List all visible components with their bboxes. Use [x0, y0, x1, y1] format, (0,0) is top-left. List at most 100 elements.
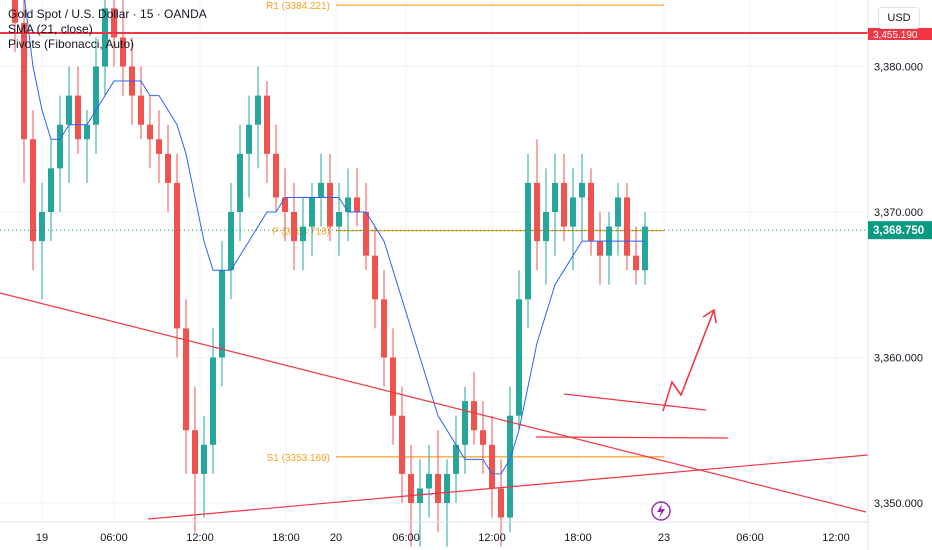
candle-body [282, 197, 288, 212]
lightning-glyph [657, 504, 665, 518]
candle-body [39, 212, 45, 242]
candle-body [255, 95, 261, 125]
candle-body [363, 212, 369, 256]
last-price-label: 3,368.750 [873, 225, 924, 237]
candle-body [543, 212, 549, 242]
candle-body [66, 95, 72, 125]
candle-body [480, 430, 486, 445]
candle-body [210, 357, 216, 445]
candle-body [408, 473, 414, 503]
candle-body [570, 197, 576, 227]
candle-body [633, 255, 639, 271]
x-tick-label: 12:00 [478, 532, 506, 544]
candle-body [327, 182, 333, 227]
candle-body [426, 473, 432, 489]
pivots-indicator-label[interactable]: Pivots (Fibonacci, Auto) [8, 37, 135, 51]
candle-body [345, 197, 351, 212]
chart-grid [0, 0, 868, 522]
candle-body [21, 22, 27, 140]
candle-body [615, 197, 621, 227]
candle-body [246, 124, 252, 154]
candle-body [300, 226, 306, 242]
candle-body [453, 444, 459, 474]
x-tick-label: 18:00 [272, 532, 300, 544]
pivot-label: S1 (3353.169) [267, 453, 330, 464]
candle-body [390, 357, 396, 416]
candle-body [93, 66, 99, 125]
candle-body [318, 182, 324, 198]
candle-body [498, 488, 504, 518]
candle-body [381, 299, 387, 358]
sma-series [0, 0, 868, 475]
candle-body [174, 182, 180, 329]
candle-body [435, 473, 441, 503]
x-tick-label: 20 [330, 532, 342, 544]
candle-body [120, 37, 126, 67]
candle-body [399, 415, 405, 474]
candle-body [291, 212, 297, 242]
x-tick-label: 18:00 [564, 532, 592, 544]
sma-line [24, 0, 645, 475]
candle-body [309, 197, 315, 227]
candle-body [273, 153, 279, 198]
chart-title[interactable]: Gold Spot / U.S. Dollar · 15 · OANDA [8, 7, 207, 21]
candle-body [183, 328, 189, 431]
candle-body [516, 299, 522, 416]
candle-body [138, 95, 144, 125]
trend-drawings [0, 32, 869, 520]
y-tick-label: 3,370.000 [874, 207, 923, 219]
candle-body [507, 415, 513, 518]
candle-body [588, 182, 594, 242]
candle-body [165, 153, 171, 183]
y-tick-label: 3,360.000 [874, 353, 923, 365]
top-price-label: 3,455.190 [873, 30, 918, 41]
candle-body [354, 197, 360, 212]
candle-body [642, 226, 648, 271]
candle-body [525, 182, 531, 300]
candle-body [579, 182, 585, 198]
candle-body [336, 212, 342, 227]
sma-indicator-label[interactable]: SMA (21, close) [8, 22, 93, 36]
channel-bottom-line [535, 436, 729, 439]
candle-body [372, 255, 378, 300]
candle-body [48, 168, 54, 212]
candle-body [489, 444, 495, 489]
candle-body [462, 401, 468, 445]
candle-body [561, 182, 567, 227]
candlestick-series [12, 0, 648, 547]
candle-body [75, 95, 81, 140]
candle-body [156, 139, 162, 154]
candle-body [30, 139, 36, 242]
x-tick-label: 06:00 [392, 532, 420, 544]
candle-body [57, 124, 63, 169]
candle-body [147, 124, 153, 140]
x-tick-label: 06:00 [100, 532, 128, 544]
x-tick-label: 23 [658, 532, 670, 544]
candle-body [12, 0, 18, 23]
candle-body [192, 430, 198, 474]
candle-body [417, 488, 423, 503]
projection-arrow [662, 309, 715, 412]
currency-selector[interactable]: USD [878, 7, 920, 29]
candle-body [84, 124, 90, 140]
candle-body [624, 197, 630, 256]
top-price-label-bg [868, 28, 932, 40]
x-tick-label: 12:00 [822, 532, 850, 544]
arrow-head [702, 308, 717, 324]
x-tick-label: 19 [36, 532, 48, 544]
descending-trendline [0, 292, 867, 513]
candle-body [471, 401, 477, 431]
last-price-label-bg [868, 221, 932, 240]
candle-body [219, 270, 225, 358]
pivot-label: R1 (3384.221) [266, 1, 330, 12]
candle-body [444, 473, 450, 503]
candle-body [228, 212, 234, 271]
candle-body [264, 95, 270, 154]
candle-body [201, 444, 207, 474]
ascending-trendline [147, 454, 869, 520]
x-tick-label: 12:00 [186, 532, 214, 544]
y-tick-label: 3,350.000 [874, 498, 923, 510]
candle-body [597, 241, 603, 256]
